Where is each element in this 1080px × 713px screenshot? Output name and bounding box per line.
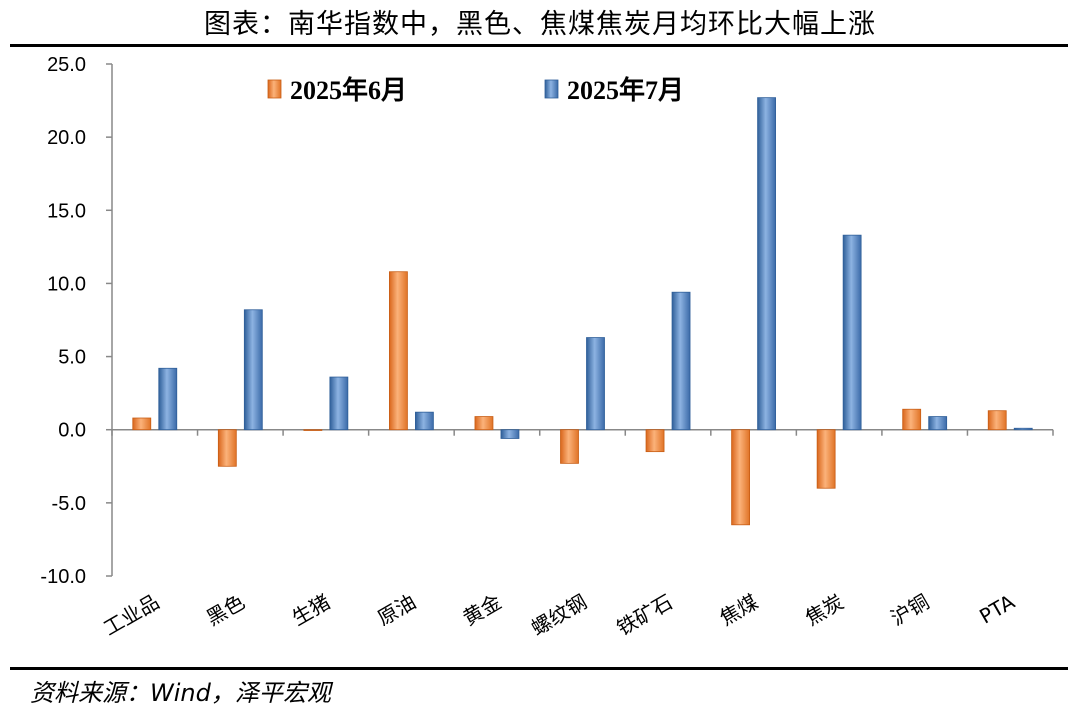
- bar-june: [816, 429, 836, 489]
- bar-june: [474, 416, 494, 431]
- bar-july: [415, 411, 434, 431]
- bar-june: [902, 408, 922, 431]
- y-tick-label: 10.0: [47, 273, 86, 295]
- bar-june: [389, 271, 408, 431]
- axis-labels: 25.0 20.0 15.0 10.0 5.0 0.0 -5.0 -10.0 工业品 黑色 生猪 原油…: [40, 54, 1019, 640]
- category-label: 原油: [373, 590, 420, 631]
- bar-june: [731, 429, 750, 526]
- bar-july: [586, 337, 605, 431]
- y-tick-label: 20.0: [47, 127, 86, 149]
- category-label: PTA: [975, 589, 1019, 628]
- category-label: 工业品: [99, 590, 163, 641]
- bar-july: [500, 429, 520, 439]
- legend-label-june: 2025年6月: [290, 75, 407, 105]
- legend: 2025年6月 2025年7月: [267, 75, 684, 105]
- category-label: 焦煤: [715, 590, 762, 631]
- bar-june: [217, 429, 237, 467]
- bar-july: [1013, 427, 1033, 431]
- y-tick-label: 0.0: [58, 420, 86, 442]
- category-label: 黄金: [459, 590, 506, 631]
- bar-july: [671, 291, 691, 431]
- top-rule: [10, 44, 1068, 47]
- axes: [106, 63, 1054, 577]
- bar-june: [560, 429, 579, 464]
- legend-label-july: 2025年7月: [567, 75, 684, 105]
- legend-swatch-june: [267, 79, 282, 99]
- bar-chart: 25.0 20.0 15.0 10.0 5.0 0.0 -5.0 -10.0 工业品 黑色 生猪 原油…: [40, 54, 1054, 640]
- bar-july: [928, 416, 948, 431]
- bar-june: [645, 429, 665, 453]
- bars: [132, 97, 1033, 526]
- chart-title: 图表：南华指数中，黑色、焦煤焦炭月均环比大幅上涨: [204, 9, 876, 40]
- category-label: 焦炭: [801, 590, 848, 631]
- bar-july: [757, 97, 776, 431]
- bar-july: [329, 376, 349, 431]
- bottom-rule: [10, 667, 1068, 670]
- bar-july: [158, 367, 178, 431]
- bar-june: [132, 417, 152, 431]
- category-label: 螺纹钢: [527, 590, 591, 641]
- y-tick-label: 25.0: [47, 54, 86, 76]
- category-label: 生猪: [288, 590, 335, 631]
- bar-july: [243, 309, 263, 431]
- category-label: 沪铜: [887, 590, 934, 631]
- y-tick-label: -5.0: [52, 493, 86, 515]
- legend-swatch-july: [544, 79, 559, 99]
- bar-june: [987, 410, 1007, 431]
- bar-june: [303, 429, 323, 431]
- category-label: 黑色: [202, 590, 249, 631]
- y-tick-label: 15.0: [47, 200, 86, 222]
- y-tick-label: -10.0: [40, 566, 86, 588]
- source-note: 资料来源：Wind，泽平宏观: [30, 679, 331, 707]
- y-tick-label: 5.0: [58, 347, 86, 369]
- bar-july: [842, 234, 862, 431]
- category-label: 铁矿石: [613, 590, 677, 641]
